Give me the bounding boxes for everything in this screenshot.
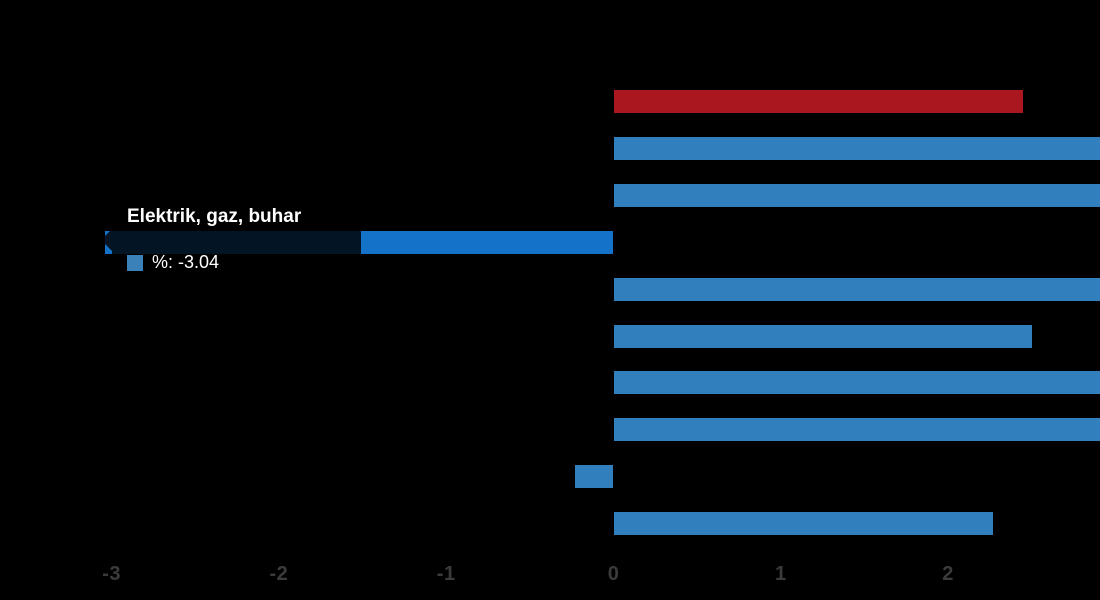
series-swatch-icon [127,254,143,271]
tooltip-title: Elektrik, gaz, buhar [127,206,302,227]
bar[interactable] [575,465,614,489]
bar[interactable] [613,324,1032,348]
bar[interactable] [613,183,1100,207]
bar[interactable] [613,512,994,536]
tooltip: Elektrik, gaz, buhar %: -3.04 [101,197,361,283]
bar-red[interactable] [613,90,1024,113]
tooltip-row: %: -3.04 [127,253,361,272]
bar[interactable] [613,277,1100,301]
tooltip-value: %: -3.04 [152,252,220,272]
tooltip-callout-arrow-icon [101,229,112,251]
bar[interactable] [613,136,1100,160]
bar[interactable] [613,371,1100,395]
bar[interactable] [613,418,1100,442]
tooltip-box: Elektrik, gaz, buhar %: -3.04 [112,197,361,283]
